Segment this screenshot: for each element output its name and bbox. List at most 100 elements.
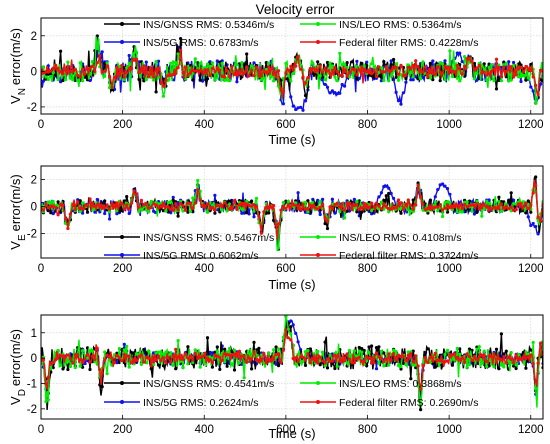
y-tick-label: -2 (27, 229, 37, 241)
series-point (127, 61, 131, 65)
series-point (169, 200, 173, 204)
series-point (115, 65, 119, 69)
series-point (220, 74, 224, 79)
series-point (475, 202, 479, 206)
series-point (161, 352, 165, 356)
series-point (78, 61, 82, 65)
series-point (294, 356, 298, 360)
series-point (524, 64, 528, 69)
series-point (423, 208, 428, 212)
series-point (387, 186, 391, 190)
series-point (311, 204, 315, 208)
series-point (301, 202, 305, 206)
series-point (485, 205, 489, 209)
series-point (365, 64, 369, 68)
series-point (85, 204, 90, 208)
series-point (242, 62, 246, 66)
series-point (59, 80, 63, 84)
series-point (323, 364, 327, 368)
series-point (340, 82, 344, 87)
series-point (154, 203, 158, 207)
series-point (409, 70, 413, 75)
series-point (63, 78, 68, 82)
series-point (46, 70, 50, 74)
legend-marker (120, 235, 124, 239)
series-point (223, 201, 227, 205)
series-point (409, 78, 413, 82)
series-point (218, 68, 222, 72)
series-point (328, 205, 332, 209)
series-point (156, 363, 161, 367)
panel-down: 0 200 400 600 800 1000 1200 -2 -1 0 1 Time (s) VDerr… (8, 314, 544, 441)
series-point (328, 353, 332, 357)
series-point (240, 354, 244, 358)
series-point (223, 78, 227, 82)
series-point (426, 211, 430, 215)
series-point (230, 206, 234, 211)
series-point (529, 223, 533, 228)
series-point (316, 69, 320, 73)
series-point (490, 355, 494, 359)
series-point (186, 201, 190, 205)
series-point (235, 62, 239, 67)
y-axis-label-main: V (8, 241, 23, 250)
series-point (396, 353, 401, 357)
series-point (103, 69, 107, 73)
series-point (411, 63, 415, 68)
series-point (436, 188, 440, 192)
series-point (245, 202, 249, 206)
legend-marker (120, 400, 124, 404)
series-point (333, 366, 337, 371)
series-point (122, 78, 126, 82)
series-point (511, 60, 516, 65)
series-point (279, 78, 283, 82)
series-point (120, 209, 124, 213)
series-point (443, 78, 447, 82)
series-point (279, 87, 283, 91)
series-point (443, 200, 447, 205)
series-point (286, 327, 290, 331)
series-point (68, 364, 72, 368)
series-point (193, 351, 197, 355)
series-point (76, 353, 80, 357)
series-point (409, 209, 413, 213)
series-point (166, 356, 170, 360)
x-tick-label: 0 (38, 263, 44, 275)
series-point (73, 68, 77, 72)
series-point (409, 203, 413, 207)
series-point (377, 204, 381, 208)
series-point (441, 214, 445, 219)
series-point (458, 79, 462, 83)
series-point (196, 68, 200, 72)
series-point (179, 357, 183, 361)
series-point (499, 74, 503, 78)
series-point (61, 203, 65, 207)
series-point (448, 200, 452, 204)
series-point (318, 64, 322, 68)
series-point (460, 210, 464, 214)
series-point (171, 363, 175, 367)
series-point (262, 76, 266, 80)
y-tick-label: 1 (31, 328, 37, 340)
series-point (497, 356, 501, 360)
legend-label: INS/5G RMS: 0.6062m/s (143, 250, 259, 262)
legend-marker (316, 22, 320, 26)
series-point (176, 52, 180, 56)
series-point (59, 363, 63, 367)
series-point (401, 74, 405, 78)
series-point (161, 94, 165, 98)
series-point (201, 70, 205, 74)
series-point (365, 364, 369, 368)
series-point (504, 61, 508, 65)
series-point (205, 336, 210, 340)
series-point (524, 356, 528, 361)
series-point (220, 358, 224, 362)
series-point (502, 355, 506, 359)
series-point (147, 356, 151, 360)
series-point (169, 360, 173, 364)
series-point (161, 356, 165, 360)
series-point (237, 349, 241, 353)
series-point (54, 73, 58, 77)
series-point (56, 78, 60, 82)
series-point (431, 78, 435, 82)
